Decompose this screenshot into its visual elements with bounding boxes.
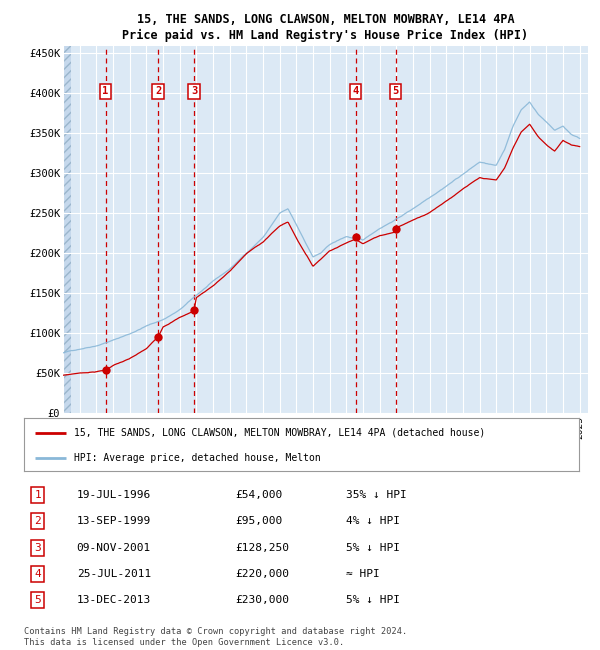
- Text: 09-NOV-2001: 09-NOV-2001: [77, 543, 151, 552]
- Text: HPI: Average price, detached house, Melton: HPI: Average price, detached house, Melt…: [74, 453, 320, 463]
- Text: 13-DEC-2013: 13-DEC-2013: [77, 595, 151, 605]
- Text: 4: 4: [35, 569, 41, 579]
- Text: 4: 4: [353, 86, 359, 96]
- Text: Contains HM Land Registry data © Crown copyright and database right 2024.
This d: Contains HM Land Registry data © Crown c…: [24, 627, 407, 647]
- Text: 5: 5: [35, 595, 41, 605]
- Title: 15, THE SANDS, LONG CLAWSON, MELTON MOWBRAY, LE14 4PA
Price paid vs. HM Land Reg: 15, THE SANDS, LONG CLAWSON, MELTON MOWB…: [122, 14, 529, 42]
- Text: 5% ↓ HPI: 5% ↓ HPI: [346, 595, 400, 605]
- Text: 2: 2: [155, 86, 161, 96]
- Text: 3: 3: [35, 543, 41, 552]
- Text: 19-JUL-1996: 19-JUL-1996: [77, 490, 151, 500]
- Text: £128,250: £128,250: [235, 543, 289, 552]
- Text: 13-SEP-1999: 13-SEP-1999: [77, 516, 151, 526]
- Text: 4% ↓ HPI: 4% ↓ HPI: [346, 516, 400, 526]
- Text: 25-JUL-2011: 25-JUL-2011: [77, 569, 151, 579]
- Text: £95,000: £95,000: [235, 516, 282, 526]
- Text: £220,000: £220,000: [235, 569, 289, 579]
- Text: 3: 3: [191, 86, 197, 96]
- Text: 15, THE SANDS, LONG CLAWSON, MELTON MOWBRAY, LE14 4PA (detached house): 15, THE SANDS, LONG CLAWSON, MELTON MOWB…: [74, 428, 485, 438]
- Text: £230,000: £230,000: [235, 595, 289, 605]
- Text: 1: 1: [35, 490, 41, 500]
- Text: 5% ↓ HPI: 5% ↓ HPI: [346, 543, 400, 552]
- Text: 1: 1: [103, 86, 109, 96]
- Bar: [63, 46, 71, 413]
- Text: 35% ↓ HPI: 35% ↓ HPI: [346, 490, 407, 500]
- Text: 5: 5: [392, 86, 398, 96]
- Text: £54,000: £54,000: [235, 490, 282, 500]
- Text: 2: 2: [35, 516, 41, 526]
- Text: ≈ HPI: ≈ HPI: [346, 569, 380, 579]
